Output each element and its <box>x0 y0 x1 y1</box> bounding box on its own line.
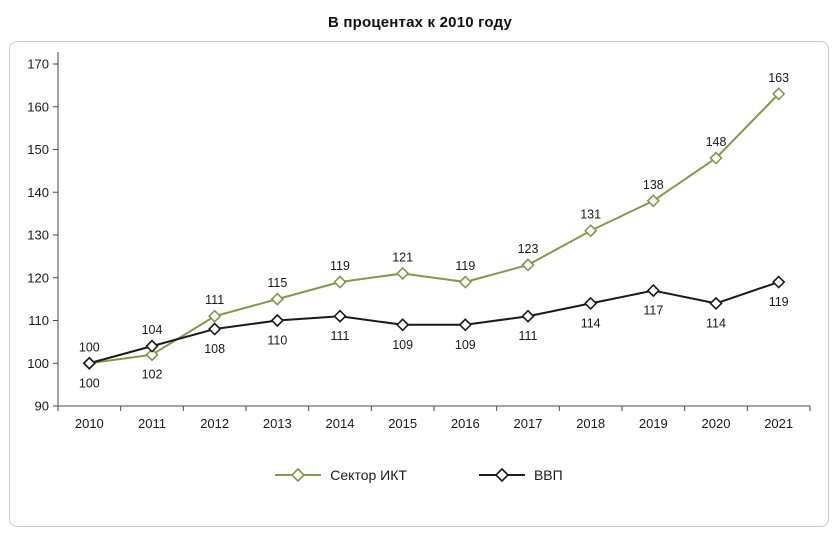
x-tick-label: 2011 <box>138 416 166 431</box>
chart-figure: 90 100 110 120 130 140 150 160 170 2010 2011 2012 20… <box>9 41 829 527</box>
data-point-marker <box>458 275 472 289</box>
data-point-marker <box>396 266 410 281</box>
legend-label: Сектор ИКТ <box>330 467 407 483</box>
x-tick-label: 2021 <box>764 416 793 431</box>
data-label: 119 <box>330 259 350 273</box>
data-point-marker <box>772 275 786 289</box>
y-tick-label: 120 <box>27 270 49 285</box>
legend-diamond <box>291 467 306 483</box>
data-point-marker <box>82 356 96 370</box>
data-point-marker <box>333 275 347 289</box>
data-point-marker <box>145 339 159 353</box>
x-tick-label: 2012 <box>200 416 229 431</box>
x-tick-label: 2017 <box>514 416 543 431</box>
data-label: 131 <box>580 208 601 222</box>
data-label: 114 <box>581 316 601 330</box>
chart-title: В процентах к 2010 году <box>327 14 513 31</box>
x-tick-label: 2014 <box>326 416 355 431</box>
data-label: 138 <box>643 178 664 192</box>
data-label: 109 <box>392 338 413 352</box>
data-point-marker <box>709 151 723 165</box>
data-label: 111 <box>518 329 537 343</box>
data-point-marker <box>772 87 786 101</box>
data-point-marker <box>333 309 347 323</box>
x-tick-label: 2019 <box>639 416 668 431</box>
data-point-marker <box>521 258 535 272</box>
data-point-marker <box>646 283 660 298</box>
x-tick-label: 2018 <box>576 416 605 431</box>
data-label: 108 <box>204 342 225 356</box>
data-label: 100 <box>79 376 100 390</box>
x-tick-label: 2016 <box>451 416 480 431</box>
legend-item-0: Сектор ИКТ <box>275 467 407 483</box>
x-tick-label: 2010 <box>75 416 104 431</box>
legend-label: ВВП <box>533 467 563 483</box>
series-line-0 <box>89 93 780 365</box>
x-tick-label: 2020 <box>702 416 731 431</box>
data-point-marker <box>584 224 598 238</box>
data-point-marker <box>521 309 535 323</box>
data-point-marker <box>396 318 410 332</box>
legend-marker-icon <box>478 467 525 483</box>
data-point-marker <box>458 318 472 332</box>
data-point-marker <box>145 348 159 362</box>
data-label: 100 <box>79 340 100 354</box>
data-label: 111 <box>330 329 349 343</box>
chart-legend: Сектор ИКТ ВВП <box>10 463 828 483</box>
data-label: 109 <box>455 338 476 352</box>
data-point-marker <box>270 313 284 328</box>
data-label: 121 <box>392 250 413 264</box>
data-label: 163 <box>768 71 789 85</box>
legend-item-1: ВВП <box>478 467 563 483</box>
data-label: 110 <box>267 334 287 348</box>
data-label: 117 <box>643 304 663 318</box>
y-tick-label: 170 <box>27 57 49 72</box>
y-tick-label: 110 <box>28 313 49 328</box>
data-point-marker <box>646 194 660 208</box>
data-label: 119 <box>769 295 789 309</box>
y-tick-label: 140 <box>27 185 49 200</box>
data-label: 104 <box>142 323 163 337</box>
data-label: 115 <box>267 276 287 290</box>
data-label: 114 <box>706 316 726 330</box>
data-point-marker <box>208 322 222 336</box>
legend-diamond <box>494 467 510 483</box>
data-label: 148 <box>706 135 727 149</box>
y-tick-label: 130 <box>27 228 49 243</box>
x-tick-label: 2015 <box>388 416 417 431</box>
line-chart: 90 100 110 120 130 140 150 160 170 2010 2011 2012 20… <box>27 52 811 431</box>
y-tick-label: 160 <box>27 99 49 114</box>
data-label: 111 <box>205 293 224 307</box>
x-tick-label: 2013 <box>263 416 292 431</box>
data-label: 119 <box>455 259 475 273</box>
legend-marker-icon <box>275 467 322 483</box>
y-tick-label: 150 <box>27 142 49 157</box>
data-point-marker <box>208 309 222 323</box>
y-tick-label: 90 <box>35 399 49 414</box>
series-line-1 <box>89 281 779 365</box>
data-point-marker <box>584 296 598 311</box>
data-point-marker <box>709 296 723 311</box>
data-point-marker <box>270 292 284 306</box>
data-label: 102 <box>142 368 163 382</box>
y-tick-label: 100 <box>27 356 49 371</box>
data-label: 123 <box>518 242 539 256</box>
